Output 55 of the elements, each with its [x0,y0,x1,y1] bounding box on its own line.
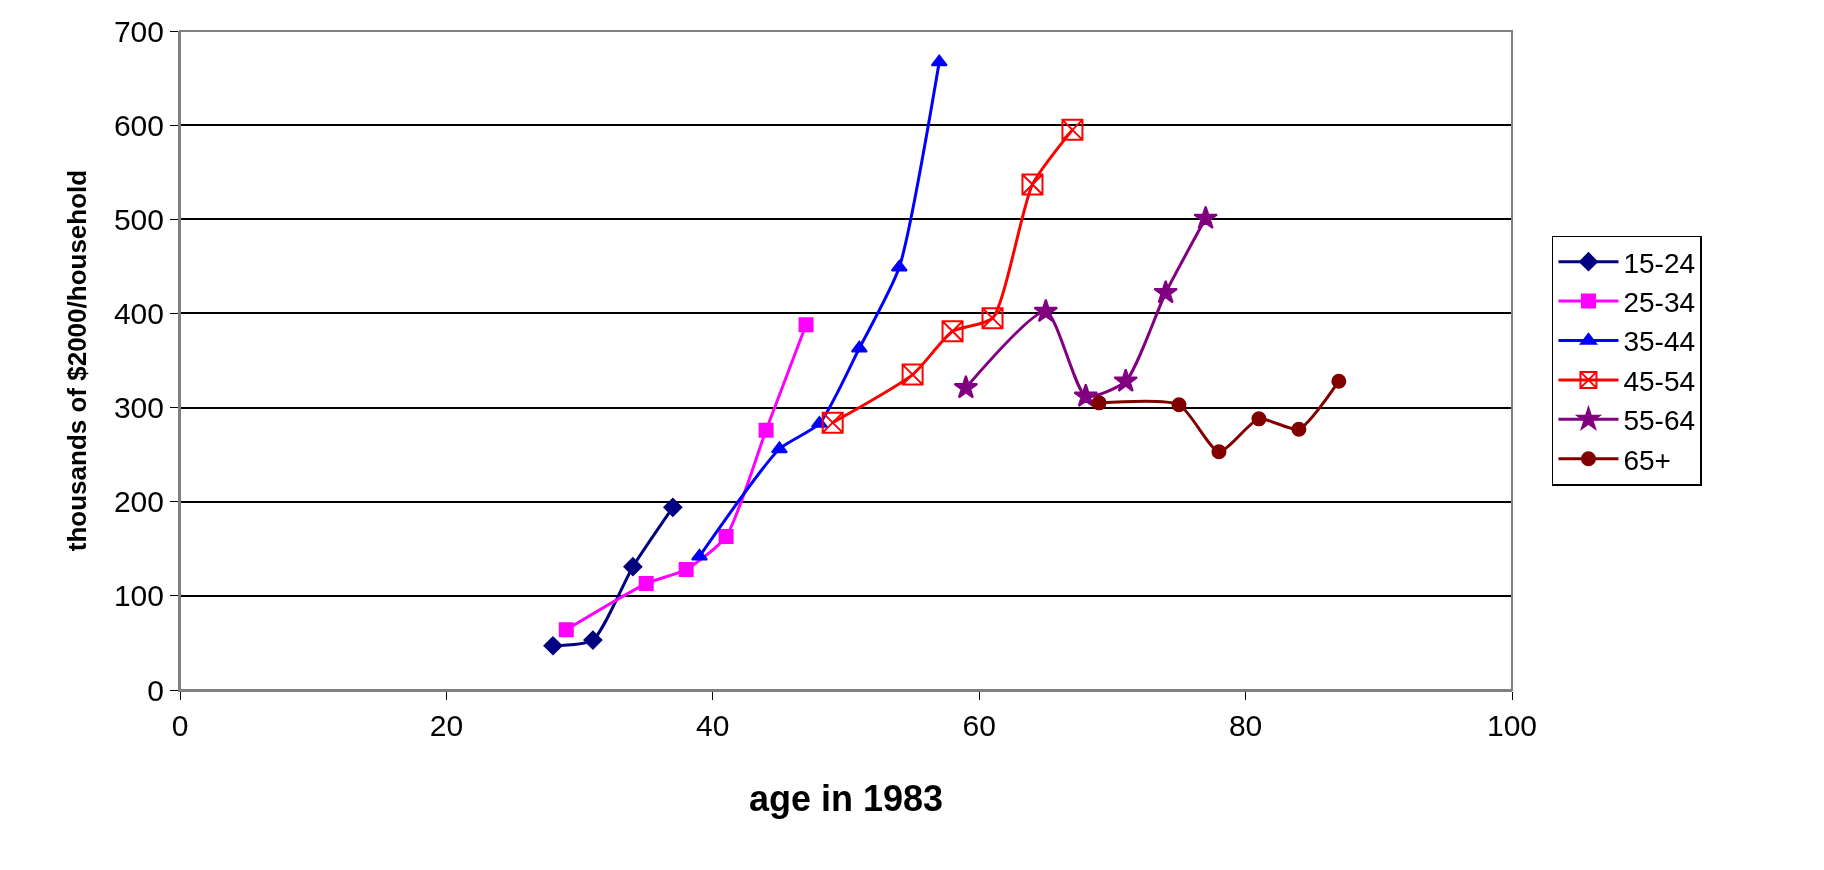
y-tick-label: 400 [113,296,164,330]
point [953,374,979,399]
point [770,441,788,454]
point [901,363,924,386]
point [623,557,643,577]
point [543,636,563,656]
point [1211,444,1227,460]
point [678,562,694,577]
point [1091,395,1107,411]
point [558,622,574,638]
point [821,411,844,434]
point [1153,279,1178,304]
x-tick-label: 80 [1228,709,1263,742]
y-tick-label: 600 [113,108,164,142]
legend-label: 55-64 [1623,405,1696,437]
point [1251,411,1267,427]
x-tick-label: 100 [1486,709,1538,742]
x-tick-label: 20 [429,709,464,742]
point [1113,368,1139,392]
point [981,307,1004,330]
legend-label: 25-34 [1623,287,1696,319]
x-tick-label: 0 [171,709,189,742]
point [1021,173,1044,196]
point [1061,118,1084,141]
point [690,548,708,561]
y-axis-title: thousands of $2000/household [61,169,92,552]
point [663,497,683,517]
legend-label: 65+ [1623,444,1671,476]
point [1193,205,1218,229]
x-tick-label: 60 [962,709,996,742]
point [941,320,964,343]
point [638,576,654,592]
y-tick-label: 100 [113,579,164,613]
point [1033,298,1059,323]
legend-label: 45-54 [1623,365,1696,397]
y-tick-label: 200 [113,485,164,519]
y-tick-label: 0 [147,673,164,707]
point [1331,373,1347,389]
y-tick-label: 500 [113,202,164,236]
point [798,317,814,333]
point [583,630,603,650]
y-tick-label: 300 [113,391,164,425]
point [890,259,908,272]
y-tick-label: 700 [113,14,164,48]
point [1291,421,1307,437]
x-tick-label: 40 [696,709,730,742]
legend-label: 15-24 [1623,247,1696,279]
legend-label: 35-44 [1623,326,1696,358]
point [1073,383,1099,407]
x-axis-title: age in 1983 [748,778,944,820]
point [850,340,868,353]
point [930,54,948,67]
point [1171,397,1187,413]
point [758,422,774,438]
point [718,529,734,545]
